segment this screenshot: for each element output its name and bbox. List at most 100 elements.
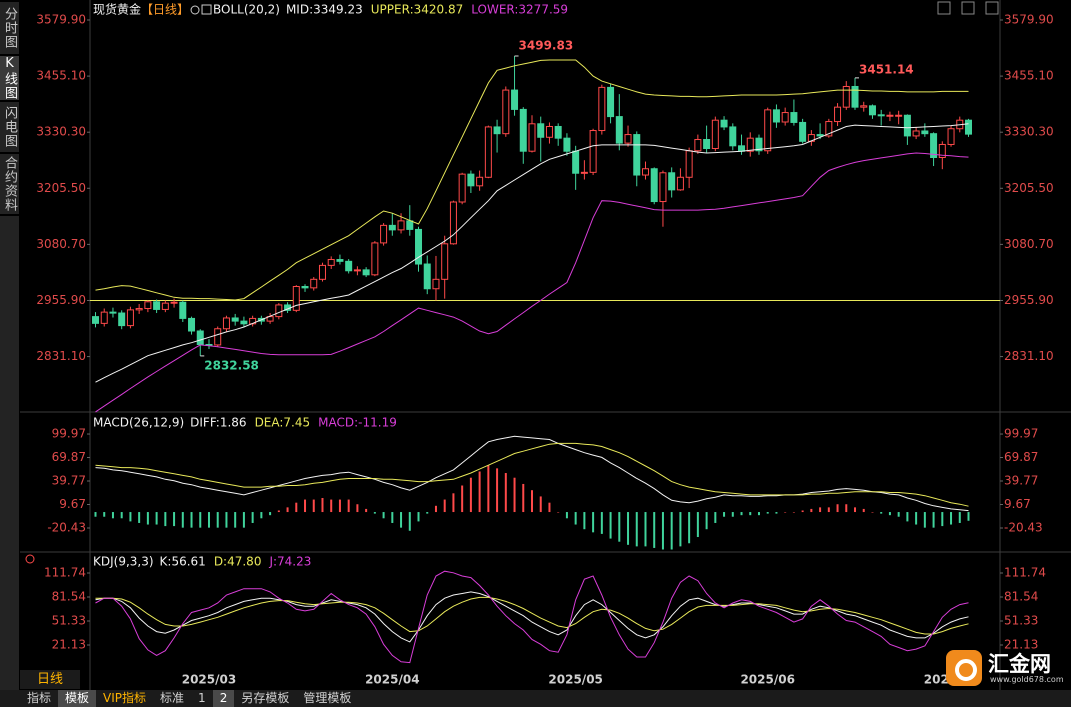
- macd-bar: [801, 510, 804, 513]
- period-tab[interactable]: 日线: [20, 670, 80, 689]
- indicator-label: BOLL(20,2): [213, 3, 280, 17]
- panel-title: MACD(26,12,9): [93, 416, 184, 430]
- macd-bar: [207, 512, 210, 528]
- macd-bar: [242, 512, 245, 528]
- candle-body: [301, 286, 309, 289]
- macd-bar: [635, 512, 638, 547]
- toolbar-tab[interactable]: 1: [198, 691, 206, 705]
- macd-bar: [557, 512, 560, 513]
- candle-body: [764, 109, 772, 152]
- macd-bar: [164, 512, 167, 527]
- candle-body: [563, 137, 571, 152]
- y-tick-label: 3455.10: [36, 69, 86, 83]
- toolbar-tab[interactable]: 标准: [160, 691, 185, 705]
- high-label: 3499.83: [519, 38, 574, 52]
- x-tick-label: 2025/04: [365, 673, 419, 687]
- candle-body: [292, 286, 300, 311]
- macd-bar: [688, 512, 691, 544]
- toolbar-tab[interactable]: 2: [212, 690, 235, 707]
- candle-body: [790, 112, 798, 123]
- series-line: [95, 59, 969, 301]
- candle-body: [650, 168, 658, 203]
- candle-body: [388, 224, 396, 231]
- toolbar-tab[interactable]: 模板: [58, 690, 97, 707]
- legend-entry: J:74.23: [268, 555, 311, 569]
- y-tick-label: 9.67: [59, 497, 86, 511]
- candle-body: [231, 317, 239, 322]
- candle-body: [214, 328, 222, 346]
- tab-contract[interactable]: 合约资料: [0, 154, 19, 214]
- candle-body: [615, 116, 623, 144]
- macd-bar: [260, 512, 263, 519]
- macd-bar: [618, 512, 621, 542]
- y-tick-label: 39.77: [52, 474, 86, 488]
- candle-body: [799, 121, 807, 142]
- macd-bar: [173, 512, 176, 527]
- candle-body: [100, 311, 108, 324]
- macd-bar: [845, 504, 848, 513]
- window-button[interactable]: [985, 1, 999, 15]
- candle-body: [938, 143, 946, 159]
- y-tick-label: 3205.50: [1004, 181, 1054, 195]
- macd-bar: [434, 505, 437, 513]
- tab-flash[interactable]: 闪电图: [0, 102, 19, 152]
- macd-bar: [356, 504, 359, 513]
- y-tick-label: 3579.90: [1004, 13, 1054, 27]
- macd-bar: [941, 512, 944, 527]
- y-tick-label: 39.77: [1004, 474, 1038, 488]
- y-tick-label: 3330.30: [36, 125, 86, 139]
- y-tick-label: 3080.70: [36, 237, 86, 251]
- candle-body: [118, 312, 126, 327]
- series-line: [95, 570, 969, 664]
- toolbar-tab[interactable]: 指标: [27, 691, 52, 705]
- macd-bar: [373, 512, 376, 514]
- y-tick-label: 111.74: [44, 566, 86, 580]
- candle-body: [781, 112, 789, 123]
- macd-bar: [138, 512, 141, 523]
- y-tick-label: 51.33: [52, 613, 86, 627]
- macd-bar: [819, 507, 822, 513]
- candle-body: [126, 309, 134, 327]
- macd-bar: [312, 499, 315, 513]
- settings-icon[interactable]: [25, 554, 35, 564]
- tab-timeshare[interactable]: 分时图: [0, 2, 19, 54]
- candle-body: [877, 114, 885, 117]
- macd-bar: [295, 502, 298, 513]
- macd-bar: [723, 512, 726, 517]
- toolbar-tab[interactable]: 另存模板: [241, 691, 290, 705]
- candle-body: [851, 85, 859, 108]
- toolbar-tab[interactable]: VIP指标: [103, 691, 147, 705]
- candle-body: [188, 317, 196, 332]
- macd-bar: [810, 508, 813, 513]
- candle-body: [362, 269, 370, 276]
- macd-bar: [923, 512, 926, 528]
- candle-body: [467, 173, 475, 187]
- candle-body: [816, 134, 824, 137]
- logo: 汇金网 www.gold678.com: [946, 648, 1068, 688]
- candle-body: [834, 106, 842, 123]
- x-tick-label: 2025/05: [548, 673, 602, 687]
- macd-bar: [932, 512, 935, 528]
- toolbar-tab[interactable]: 管理模板: [303, 691, 352, 705]
- tab-kline[interactable]: K线图: [0, 56, 19, 100]
- candle-body: [397, 220, 405, 231]
- candle-body: [965, 119, 972, 135]
- candle-body: [598, 86, 606, 132]
- candle-body: [676, 176, 684, 191]
- macd-bar: [827, 507, 830, 513]
- macd-bar: [330, 499, 333, 513]
- candle-body: [624, 134, 632, 144]
- macd-bar: [679, 512, 682, 547]
- legend-entry: DIFF:1.86: [190, 416, 246, 430]
- macd-bar: [478, 471, 481, 513]
- candle-body: [170, 301, 178, 304]
- y-tick-label: 2955.90: [36, 293, 86, 307]
- macd-bar: [216, 512, 219, 528]
- candle-body: [537, 123, 545, 138]
- candle-body: [327, 259, 335, 266]
- candle-body: [668, 172, 676, 191]
- candle-body: [720, 119, 728, 128]
- window-button[interactable]: [961, 1, 975, 15]
- window-button[interactable]: [937, 1, 951, 15]
